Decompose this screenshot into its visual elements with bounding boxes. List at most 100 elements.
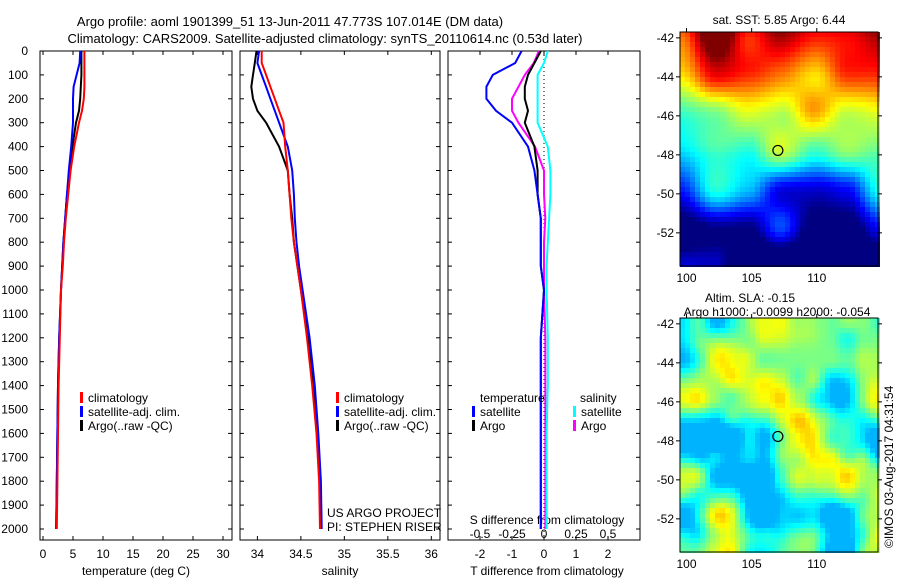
- map-cell: [700, 503, 705, 508]
- map-cell: [790, 107, 795, 112]
- map-cell: [860, 453, 865, 458]
- map-cell: [740, 82, 745, 87]
- map-cell: [855, 483, 860, 488]
- map-x-tick-label: 105: [742, 271, 762, 285]
- map-cell: [735, 513, 740, 518]
- map-cell: [785, 383, 790, 388]
- map-cell: [865, 478, 870, 483]
- map-cell: [835, 52, 840, 57]
- map-cell: [715, 242, 720, 247]
- map-cell: [810, 227, 815, 232]
- map-cell: [720, 122, 725, 127]
- map-cell: [795, 323, 800, 328]
- map-cell: [685, 167, 690, 172]
- map-cell: [680, 182, 685, 187]
- map-cell: [805, 493, 810, 498]
- map-cell: [730, 257, 735, 262]
- map-cell: [725, 473, 730, 478]
- map-cell: [725, 132, 730, 137]
- map-cell: [845, 152, 850, 157]
- map-cell: [850, 137, 855, 142]
- map-cell: [705, 323, 710, 328]
- map-cell: [765, 122, 770, 127]
- map-cell: [775, 162, 780, 167]
- map-cell: [685, 323, 690, 328]
- map-cell: [755, 398, 760, 403]
- map-cell: [735, 343, 740, 348]
- map-cell: [765, 92, 770, 97]
- map-cell: [795, 393, 800, 398]
- map-cell: [795, 37, 800, 42]
- map-cell: [685, 513, 690, 518]
- map-cell: [760, 413, 765, 418]
- map-cell: [820, 483, 825, 488]
- map-cell: [855, 182, 860, 187]
- map-cell: [805, 117, 810, 122]
- map-cell: [735, 508, 740, 513]
- map-cell: [690, 97, 695, 102]
- map-cell: [795, 483, 800, 488]
- map-cell: [730, 187, 735, 192]
- map-cell: [850, 443, 855, 448]
- map-cell: [845, 212, 850, 217]
- map-cell: [745, 182, 750, 187]
- map-cell: [690, 413, 695, 418]
- map-cell: [845, 538, 850, 543]
- map-cell: [820, 92, 825, 97]
- map-cell: [805, 62, 810, 67]
- map-cell: [780, 42, 785, 47]
- map-cell: [760, 232, 765, 237]
- map-cell: [840, 383, 845, 388]
- map-cell: [690, 523, 695, 528]
- map-cell: [850, 368, 855, 373]
- map-cell: [830, 227, 835, 232]
- map-cell: [845, 528, 850, 533]
- map-cell: [805, 373, 810, 378]
- map-cell: [840, 202, 845, 207]
- map-cell: [835, 182, 840, 187]
- map-cell: [760, 353, 765, 358]
- map-cell: [870, 112, 875, 117]
- map-cell: [695, 463, 700, 468]
- map-cell: [680, 358, 685, 363]
- map-cell: [765, 177, 770, 182]
- map-cell: [800, 162, 805, 167]
- map-cell: [830, 538, 835, 543]
- map-cell: [750, 353, 755, 358]
- map-cell: [725, 207, 730, 212]
- map-cell: [860, 518, 865, 523]
- map-cell: [775, 373, 780, 378]
- map-cell: [775, 77, 780, 82]
- map-cell: [695, 368, 700, 373]
- map-cell: [825, 247, 830, 252]
- map-cell: [760, 398, 765, 403]
- map-cell: [760, 473, 765, 478]
- map-cell: [820, 42, 825, 47]
- map-cell: [715, 413, 720, 418]
- map-cell: [755, 498, 760, 503]
- map-cell: [795, 373, 800, 378]
- map-cell: [705, 252, 710, 257]
- map-cell: [850, 408, 855, 413]
- map-cell: [870, 237, 875, 242]
- map-cell: [820, 72, 825, 77]
- map-cell: [760, 37, 765, 42]
- map-cell: [685, 438, 690, 443]
- map-cell: [730, 423, 735, 428]
- map-cell: [760, 152, 765, 157]
- map-cell: [870, 528, 875, 533]
- map-cell: [855, 448, 860, 453]
- map-cell: [685, 142, 690, 147]
- map-cell: [765, 142, 770, 147]
- map-cell: [740, 32, 745, 37]
- map-cell: [865, 147, 870, 152]
- map-cell: [710, 147, 715, 152]
- map-cell: [860, 498, 865, 503]
- map-cell: [740, 358, 745, 363]
- map-cell: [720, 543, 725, 548]
- map-cell: [790, 222, 795, 227]
- map-cell: [805, 92, 810, 97]
- map-cell: [715, 368, 720, 373]
- legend-label: Argo: [480, 419, 506, 433]
- depth-tick-label: 1600: [1, 426, 28, 440]
